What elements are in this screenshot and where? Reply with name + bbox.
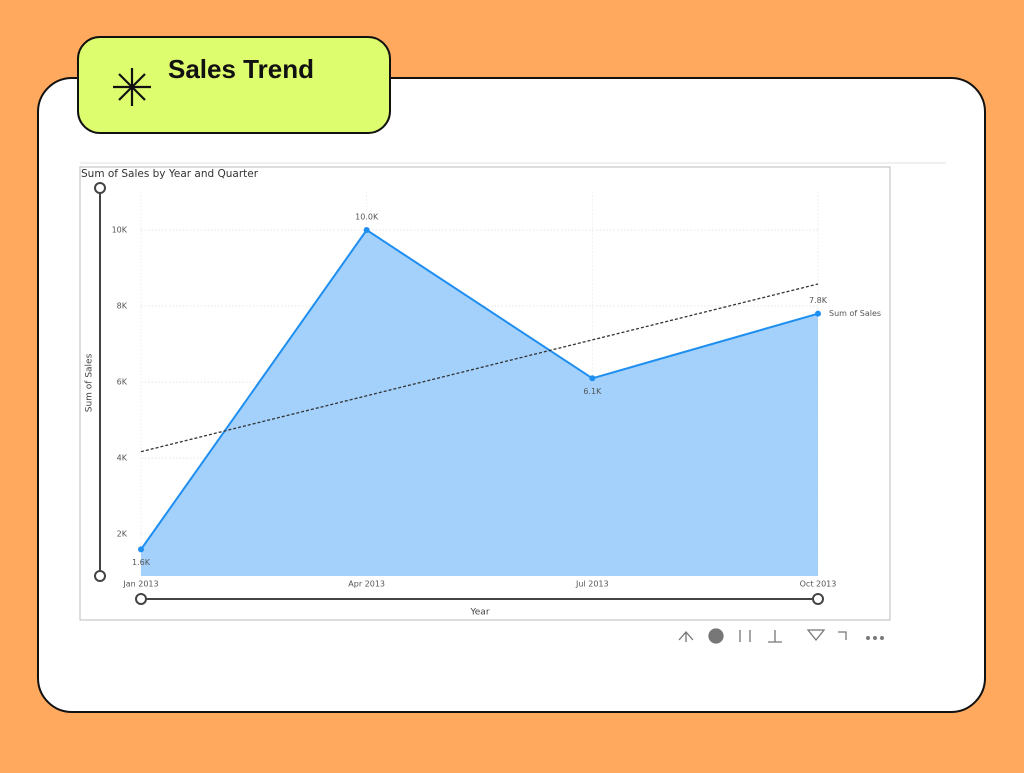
legend-label: Sum of Sales: [829, 309, 881, 318]
x-tick-label: Apr 2013: [348, 580, 385, 589]
y-tick-label: 4K: [117, 454, 128, 463]
trend-line: [140, 283, 819, 453]
y-tick-label: 10K: [112, 226, 128, 235]
plot: 2K 4K 6K 8K 10K Jan 2013 Apr 2013 Jul 2013 Oct 2…: [112, 192, 881, 589]
x-tick-label: Jan 2013: [122, 580, 158, 589]
data-label: 6.1K: [583, 387, 602, 396]
point: [589, 375, 596, 382]
x-tick-label: Oct 2013: [800, 580, 837, 589]
y-tick-label: 8K: [117, 302, 128, 311]
y-tick-label: 6K: [117, 378, 128, 387]
x-slider[interactable]: [135, 593, 824, 605]
x-axis-label: Year: [469, 608, 489, 618]
page-title: Sales Trend: [168, 54, 314, 84]
point: [815, 310, 821, 317]
point: [138, 546, 144, 553]
data-label: 10.0K: [355, 213, 379, 222]
area: [141, 230, 818, 576]
y-tick-label: 2K: [117, 530, 128, 539]
data-label: 1.6K: [132, 558, 151, 567]
data-label: 7.8K: [809, 296, 828, 305]
y-axis-label: Sum of Sales: [85, 353, 95, 412]
title-tab: [77, 36, 391, 134]
line: [140, 228, 819, 550]
asterisk-icon: [113, 68, 151, 106]
point: [363, 227, 370, 234]
x-tick-label: Jul 2013: [575, 580, 609, 589]
chart-title: Sum of Sales by Year and Quarter: [81, 168, 259, 180]
y-slider[interactable]: [94, 182, 106, 582]
visual-toolbar[interactable]: [678, 628, 884, 644]
